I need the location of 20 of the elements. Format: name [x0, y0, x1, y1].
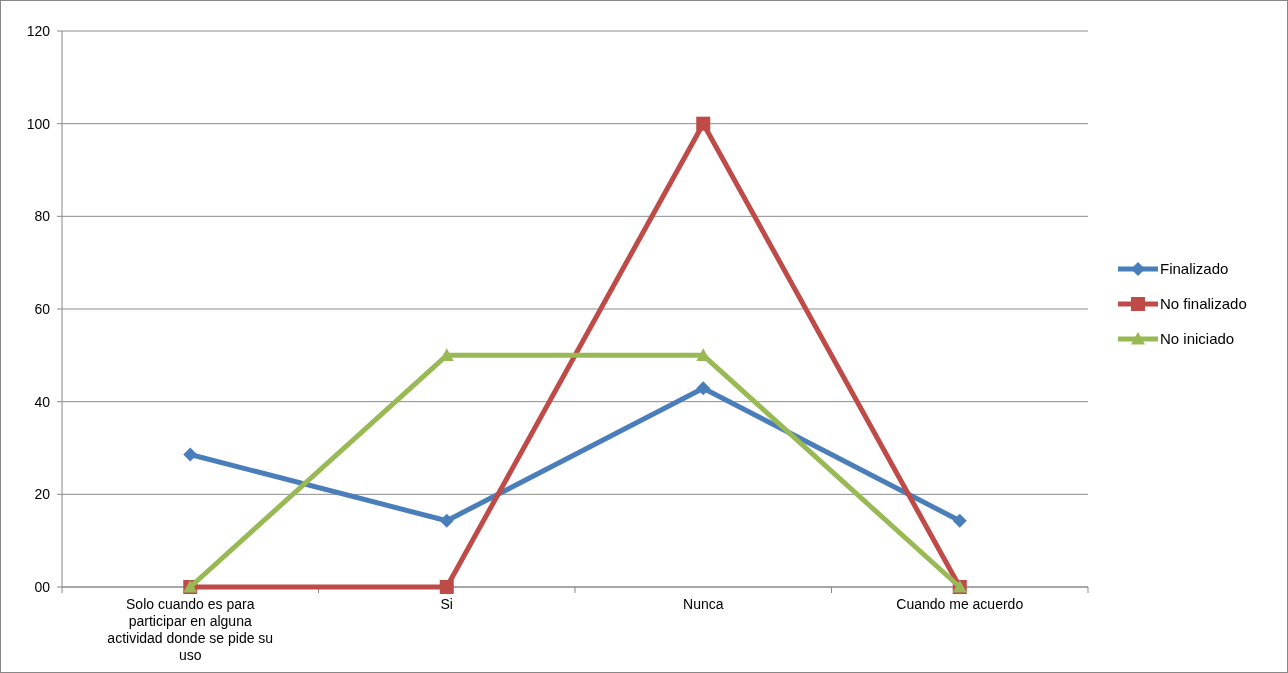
point [439, 580, 454, 594]
point [696, 381, 711, 396]
y-tick-label: 20 [34, 486, 51, 503]
x-tick-label: Solo cuando es para participar en alguna actividad donde se pide su uso [107, 596, 274, 663]
y-tick-label: 60 [34, 300, 51, 317]
x-tick-label: Nunca [683, 596, 724, 612]
x-tick-label: Si [440, 596, 453, 612]
point [952, 513, 967, 528]
y-tick-label: 00 [34, 578, 51, 595]
point [696, 116, 711, 131]
y-tick-label: 120 [26, 22, 51, 39]
point [183, 447, 198, 462]
legend-label: No iniciado [1160, 330, 1235, 348]
x-tick-label: Cuando me acuerdo [896, 596, 1024, 612]
y-tick-label: 40 [34, 393, 51, 410]
legend-label: No finalizado [1160, 295, 1247, 313]
point [439, 513, 454, 528]
y-tick-label: 80 [34, 208, 51, 225]
y-tick-label: 100 [26, 115, 51, 132]
legend-label: Finalizado [1160, 260, 1229, 278]
